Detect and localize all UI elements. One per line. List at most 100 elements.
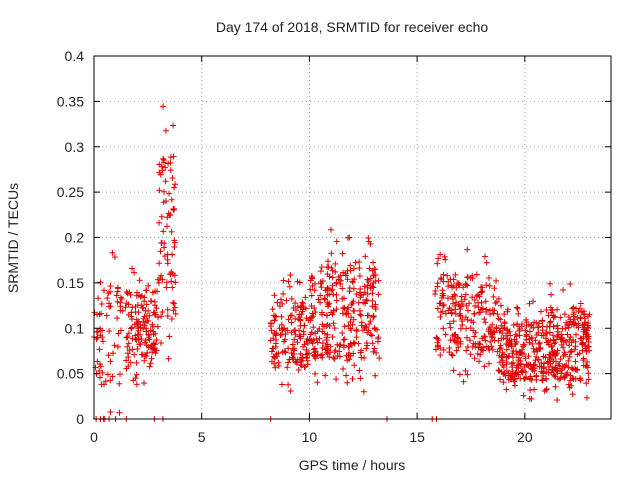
data-point <box>162 127 169 134</box>
data-point <box>171 272 178 279</box>
data-point <box>585 376 592 383</box>
data-point <box>513 333 520 340</box>
data-point <box>167 211 174 218</box>
data-point <box>370 314 377 321</box>
data-point <box>284 327 291 334</box>
data-point <box>160 199 167 206</box>
data-point <box>546 329 553 336</box>
data-point <box>341 304 348 311</box>
data-point <box>287 272 294 279</box>
y-tick-label: 0.4 <box>65 48 85 64</box>
data-point <box>98 300 105 307</box>
data-point <box>567 318 574 325</box>
data-point <box>456 282 463 289</box>
data-point <box>513 304 520 311</box>
data-point <box>93 335 100 342</box>
data-point <box>279 381 286 388</box>
data-point <box>346 350 353 357</box>
data-point <box>583 394 590 401</box>
data-point <box>581 321 588 328</box>
data-point <box>561 311 568 318</box>
data-point <box>311 351 318 358</box>
data-point <box>366 265 373 272</box>
data-point <box>370 272 377 279</box>
data-point <box>340 336 347 343</box>
data-point <box>450 367 457 374</box>
data-point <box>481 363 488 370</box>
data-point <box>507 375 514 382</box>
data-point <box>347 340 354 347</box>
data-point <box>106 328 113 335</box>
data-point <box>557 356 564 363</box>
data-point <box>327 349 334 356</box>
data-point <box>560 374 567 381</box>
data-point <box>545 363 552 370</box>
data-point <box>298 358 305 365</box>
data-point <box>114 284 121 291</box>
data-point <box>323 336 330 343</box>
data-point <box>369 290 376 297</box>
data-point <box>439 302 446 309</box>
data-point <box>168 196 175 203</box>
data-point <box>508 376 515 383</box>
data-point <box>535 340 542 347</box>
data-point <box>273 330 280 337</box>
data-point <box>302 363 309 370</box>
data-point <box>523 316 530 323</box>
data-point <box>337 341 344 348</box>
data-point <box>449 352 456 359</box>
data-point <box>435 255 442 262</box>
data-point <box>514 362 521 369</box>
data-point <box>155 279 162 286</box>
data-point <box>169 284 176 291</box>
data-point <box>369 303 376 310</box>
data-point <box>151 345 158 352</box>
data-point <box>271 317 278 324</box>
data-point <box>342 272 349 279</box>
data-point <box>337 281 344 288</box>
data-point <box>165 355 172 362</box>
data-point <box>272 313 279 320</box>
data-point <box>341 323 348 330</box>
data-point <box>328 287 335 294</box>
data-point <box>149 289 156 296</box>
data-point <box>459 316 466 323</box>
data-point <box>94 358 101 365</box>
x-tick-label: 20 <box>517 429 533 445</box>
data-point <box>449 284 456 291</box>
data-point <box>292 315 299 322</box>
data-point <box>172 310 179 317</box>
data-point <box>491 329 498 336</box>
data-point <box>520 341 527 348</box>
data-point <box>574 314 581 321</box>
data-point <box>580 357 587 364</box>
data-point <box>455 344 462 351</box>
data-point <box>143 301 150 308</box>
data-point <box>492 300 499 307</box>
data-point <box>440 278 447 285</box>
data-point <box>324 321 331 328</box>
data-point <box>464 274 471 281</box>
data-point <box>129 335 136 342</box>
data-point <box>326 291 333 298</box>
data-point <box>292 300 299 307</box>
data-point <box>517 360 524 367</box>
data-point <box>449 332 456 339</box>
data-point <box>565 313 572 320</box>
data-point <box>299 354 306 361</box>
data-point <box>281 348 288 355</box>
data-point <box>548 344 555 351</box>
data-point <box>168 278 175 285</box>
data-point <box>327 343 334 350</box>
data-point <box>462 281 469 288</box>
data-point <box>107 408 114 415</box>
data-point <box>133 292 140 299</box>
data-point <box>372 372 379 379</box>
data-point <box>103 312 110 319</box>
data-point <box>508 360 515 367</box>
data-point <box>267 320 274 327</box>
data-point <box>522 327 529 334</box>
data-point <box>512 370 519 377</box>
data-point <box>568 382 575 389</box>
data-point <box>312 308 319 315</box>
